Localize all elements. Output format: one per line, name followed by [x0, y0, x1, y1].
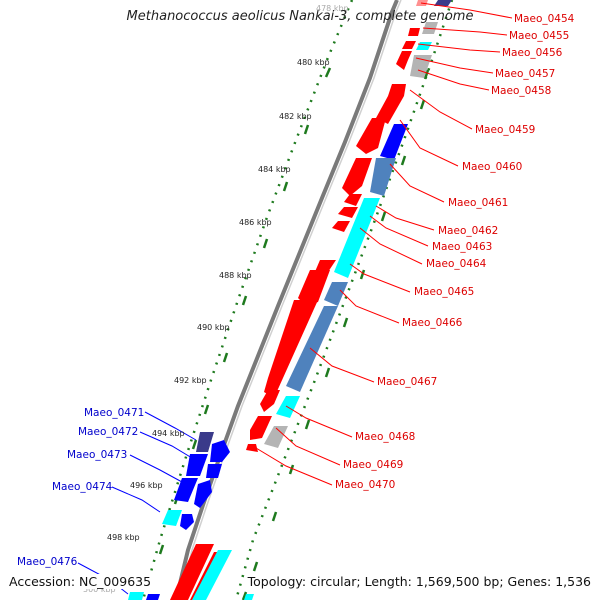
gene-arrow-maeo-0473a[interactable]	[206, 464, 222, 478]
gene-label-maeo-0470[interactable]: Maeo_0470	[335, 479, 395, 491]
gene-label-maeo-0462[interactable]: Maeo_0462	[438, 225, 498, 237]
scale-labels: 478 kbp 480 kbp 482 kbp 484 kbp 486 kbp …	[83, 4, 349, 594]
scale-label-498: 498 kbp	[107, 533, 140, 542]
genome-backbone-highlight	[179, 0, 402, 600]
map-title: Methanococcus aeolicus Nankai-3, complet…	[126, 9, 474, 24]
gene-block-far-cyan-2	[244, 594, 254, 600]
reverse-leaders	[77, 411, 197, 595]
gene-arrow-maeo-0472b[interactable]	[186, 454, 208, 476]
scale-ring-inner	[234, 0, 454, 600]
gene-label-maeo-0474[interactable]: Maeo_0474	[52, 481, 113, 493]
forward-gene-labels: Maeo_0454 Maeo_0455 Maeo_0456 Maeo_0457 …	[335, 13, 575, 491]
gene-block-maeo-0474-cyan[interactable]	[162, 510, 182, 526]
scale-label-484: 484 kbp	[258, 165, 291, 174]
gene-arrow-maeo-0467[interactable]	[264, 300, 318, 398]
reverse-gene-labels: Maeo_0471 Maeo_0472 Maeo_0473 Maeo_0474 …	[17, 407, 144, 568]
gene-label-maeo-0463[interactable]: Maeo_0463	[432, 241, 492, 253]
gene-arrow-maeo-0471[interactable]	[196, 432, 214, 452]
gene-label-maeo-0457[interactable]: Maeo_0457	[495, 68, 555, 80]
inner-strand	[192, 0, 452, 600]
forward-leaders	[255, 2, 513, 486]
gene-block-far-cyan	[192, 550, 232, 600]
gene-label-maeo-0465[interactable]: Maeo_0465	[414, 286, 474, 298]
gene-label-maeo-0472[interactable]: Maeo_0472	[78, 426, 138, 438]
scale-label-492: 492 kbp	[174, 376, 207, 385]
genome-backbone	[174, 0, 399, 600]
gene-label-maeo-0456[interactable]: Maeo_0456	[502, 47, 563, 59]
scale-label-478: 478 kbp	[316, 4, 349, 13]
gene-block-maeo-0456[interactable]	[416, 42, 432, 50]
gene-arrow-maeo-0464[interactable]	[332, 221, 350, 232]
gene-arrow-maeo-0472a[interactable]	[210, 440, 230, 462]
gene-arrow-maeo-0466[interactable]	[298, 270, 330, 306]
gene-label-maeo-0473[interactable]: Maeo_0473	[67, 449, 127, 461]
gene-arrow-maeo-0463[interactable]	[338, 207, 358, 218]
gene-label-maeo-0454[interactable]: Maeo_0454	[514, 13, 575, 25]
accession-text: Accession: NC_009635	[9, 574, 152, 589]
gene-label-maeo-0467[interactable]: Maeo_0467	[377, 376, 437, 388]
scale-label-500: 500 kbp	[83, 585, 116, 594]
gene-arrow-maeo-0461[interactable]	[342, 158, 372, 196]
gene-arrow-far-1	[170, 544, 214, 600]
gene-arrow-maeo-0468[interactable]	[260, 390, 280, 412]
gene-label-maeo-0461[interactable]: Maeo_0461	[448, 197, 508, 209]
gene-label-maeo-0464[interactable]: Maeo_0464	[426, 258, 487, 270]
gene-arrow-maeo-0455[interactable]	[408, 28, 420, 36]
gene-arrow-maeo-0459[interactable]	[376, 84, 406, 124]
gene-arrow-maeo-0473b[interactable]	[174, 478, 198, 502]
gene-label-maeo-0476[interactable]: Maeo_0476	[17, 556, 78, 568]
gene-label-maeo-0466[interactable]: Maeo_0466	[402, 317, 463, 329]
gene-block-maeo-0476b[interactable]	[146, 594, 160, 600]
scale-label-496: 496 kbp	[130, 481, 163, 490]
gene-arrow-maeo-0470[interactable]	[246, 444, 258, 452]
gene-block-maeo-0468b[interactable]	[264, 426, 288, 448]
gene-label-maeo-0471[interactable]: Maeo_0471	[84, 407, 144, 419]
forward-strand	[170, 0, 428, 600]
gene-block-maeo-0460[interactable]	[380, 124, 408, 160]
scale-label-486: 486 kbp	[239, 218, 272, 227]
gene-label-maeo-0469[interactable]: Maeo_0469	[343, 459, 403, 471]
gene-arrow-maeo-0474-small[interactable]	[180, 514, 194, 530]
gene-label-maeo-0459[interactable]: Maeo_0459	[475, 124, 535, 136]
gene-block-maeo-0458[interactable]	[410, 55, 432, 78]
gene-arrow-maeo-0469[interactable]	[250, 416, 272, 440]
gene-block-maeo-0454[interactable]	[434, 0, 452, 6]
scale-ticks	[158, 67, 430, 600]
scale-label-488: 488 kbp	[219, 271, 252, 280]
gene-label-maeo-0455[interactable]: Maeo_0455	[509, 30, 569, 42]
scale-label-490: 490 kbp	[197, 323, 230, 332]
gene-arrow-maeo-0462[interactable]	[344, 194, 362, 206]
scale-label-482: 482 kbp	[279, 112, 312, 121]
gene-block-maeo-0465[interactable]	[324, 282, 348, 306]
gene-block-maeo-0461[interactable]	[370, 158, 396, 196]
gene-label-maeo-0458[interactable]: Maeo_0458	[491, 85, 551, 97]
scale-label-480: 480 kbp	[297, 58, 330, 67]
topology-text: Topology: circular; Length: 1,569,500 bp…	[247, 574, 591, 589]
gene-arrow-maeo-0474[interactable]	[194, 480, 212, 508]
gene-arrow-maeo-0457[interactable]	[396, 51, 412, 70]
gene-block-maeo-0463[interactable]	[334, 198, 380, 278]
scale-label-494: 494 kbp	[152, 429, 185, 438]
gene-arrow-maeo-0460[interactable]	[356, 118, 386, 154]
gene-block-maeo-0476a[interactable]	[128, 592, 144, 600]
gene-arrow-maeo-0456[interactable]	[402, 41, 416, 49]
gene-label-maeo-0460[interactable]: Maeo_0460	[462, 161, 522, 173]
reverse-strand	[128, 432, 230, 600]
gene-label-maeo-0468[interactable]: Maeo_0468	[355, 431, 415, 443]
